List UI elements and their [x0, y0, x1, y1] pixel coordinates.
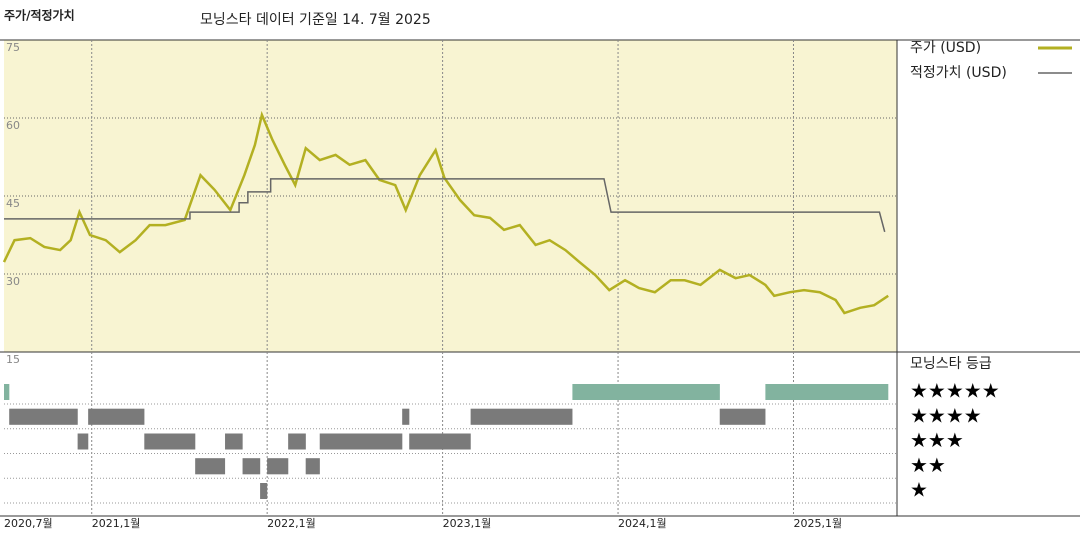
- rating-label: ★★: [910, 453, 946, 477]
- rating-stripe: [288, 433, 306, 450]
- rating-stripe: [242, 458, 261, 475]
- y-tick-label: 75: [6, 41, 20, 54]
- y-tick-label: 30: [6, 275, 20, 288]
- x-tick-label: 2021,1월: [92, 517, 141, 530]
- rating-stripe: [144, 433, 196, 450]
- rating-label: ★: [910, 478, 928, 502]
- rating-stripe: [319, 433, 403, 450]
- rating-stripe: [77, 433, 89, 450]
- rating-stripe: [88, 408, 145, 425]
- rating-stripe: [195, 458, 226, 475]
- y-tick-label: 45: [6, 197, 20, 210]
- rating-label: ★★★★★: [910, 379, 1000, 403]
- rating-stripe: [470, 408, 573, 425]
- rating-stripe: [9, 408, 78, 425]
- rating-stripe: [402, 408, 410, 425]
- rating-stripe: [572, 384, 720, 400]
- legend-label: 적정가치 (USD): [910, 65, 1007, 81]
- rating-stripe: [719, 408, 766, 425]
- series-line: [2, 110, 889, 315]
- chart-subtitle: 모닝스타 데이터 기준일 14. 7월 2025: [200, 12, 431, 28]
- rating-stripe: [260, 483, 268, 499]
- rating-stripe: [765, 384, 889, 400]
- rating-title: 모닝스타 등급: [910, 356, 992, 372]
- legend-label: 주가 (USD): [910, 40, 981, 56]
- y-tick-label: 60: [6, 119, 20, 132]
- x-tick-label: 2023,1월: [443, 517, 492, 530]
- rating-stripe: [409, 433, 471, 450]
- x-tick-label: 2020,7월: [4, 517, 53, 530]
- chart-title: 주가/적정가치: [4, 8, 75, 23]
- rating-stripe: [4, 384, 10, 400]
- rating-stripe: [305, 458, 320, 475]
- x-tick-label: 2025,1월: [793, 517, 842, 530]
- x-tick-label: 2024,1월: [618, 517, 667, 530]
- y-tick-label: 15: [6, 353, 20, 366]
- series-line: [4, 178, 886, 233]
- rating-stripe: [225, 433, 243, 450]
- rating-label: ★★★: [910, 428, 964, 452]
- rating-stripe: [267, 458, 289, 475]
- x-tick-label: 2022,1월: [267, 517, 316, 530]
- rating-label: ★★★★: [910, 403, 982, 427]
